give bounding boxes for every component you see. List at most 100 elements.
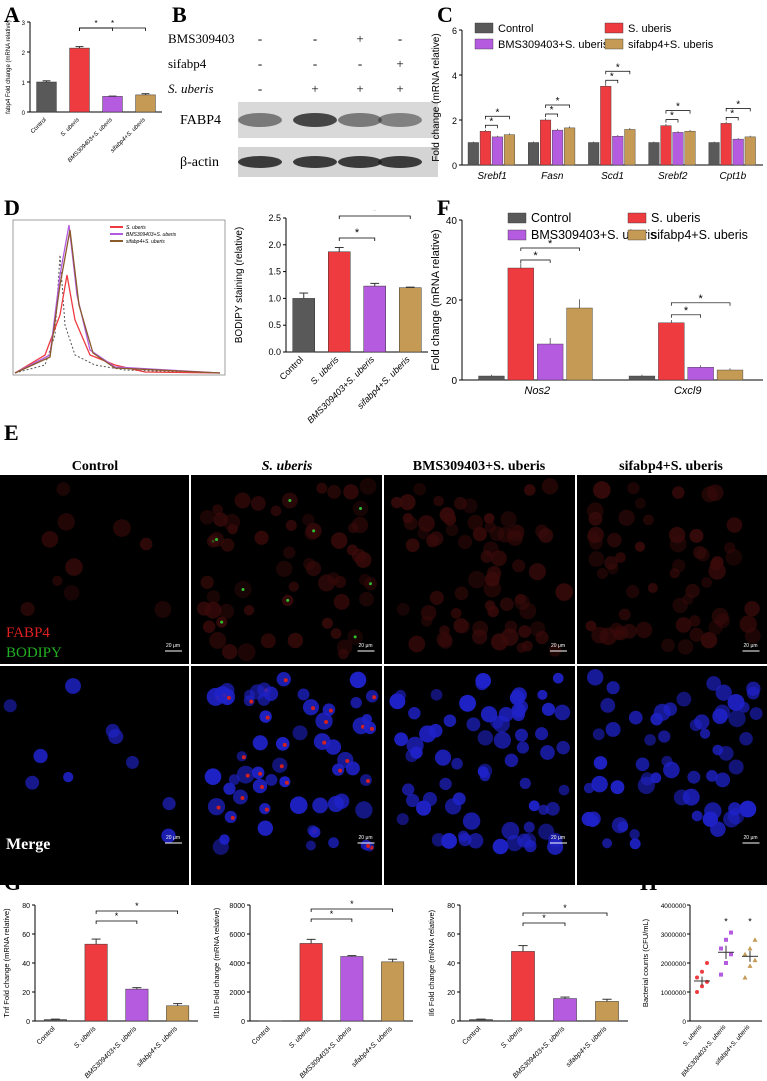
cell xyxy=(428,531,444,546)
cell-fabp4-signal xyxy=(241,755,246,760)
significance-star: * xyxy=(94,19,97,28)
cell-fabp4-signal xyxy=(369,726,374,731)
cell-fabp4-signal xyxy=(282,742,287,747)
significance-bracket xyxy=(310,908,394,912)
cell-bodipy-signal xyxy=(241,588,245,592)
cell xyxy=(360,774,372,786)
cell xyxy=(515,593,527,605)
cell xyxy=(408,706,421,720)
cell xyxy=(276,560,293,578)
significance-bracket xyxy=(725,108,751,112)
significance-star: * xyxy=(373,210,378,217)
cell xyxy=(691,810,703,822)
cell xyxy=(626,584,640,599)
cell xyxy=(275,737,290,751)
cell xyxy=(493,731,512,749)
y-tick-label: 2.0 xyxy=(268,240,281,250)
cell xyxy=(592,481,611,499)
cell xyxy=(467,570,486,589)
actin-band xyxy=(378,156,422,168)
cell xyxy=(218,603,235,619)
data-point xyxy=(719,972,723,977)
cell xyxy=(457,534,473,550)
cell xyxy=(419,725,437,743)
cell xyxy=(585,620,597,632)
cell xyxy=(663,761,680,779)
histogram-legend-label: sifabp4+S. uberis xyxy=(126,239,165,245)
cell xyxy=(492,838,509,855)
blot-sign: - xyxy=(258,31,262,46)
cell xyxy=(359,591,374,607)
x-tick-label: Control xyxy=(251,1025,272,1046)
legend-swatch xyxy=(474,38,494,50)
significance-bracket xyxy=(310,918,353,922)
significance-bracket xyxy=(725,117,739,121)
x-tick-label: Control xyxy=(30,117,48,135)
data-point xyxy=(729,930,733,935)
legend-swatch xyxy=(604,22,624,34)
cell xyxy=(365,690,379,703)
cell xyxy=(621,623,637,639)
cell xyxy=(711,607,729,625)
data-point xyxy=(719,946,723,951)
bar-3 xyxy=(398,287,422,353)
cell xyxy=(452,792,466,806)
cell xyxy=(223,782,236,795)
cell xyxy=(618,608,631,621)
cell xyxy=(221,643,238,660)
y-axis-label: Fold change (mRNA relative) xyxy=(431,33,442,161)
bar-2 xyxy=(363,285,387,353)
legend-label: sifabp4+S. uberis xyxy=(651,228,748,242)
legend-label: sifabp4+S. uberis xyxy=(628,39,714,51)
cell xyxy=(223,513,241,531)
legend-swatch xyxy=(627,212,647,224)
cell xyxy=(288,581,299,592)
cell-fabp4-signal xyxy=(372,695,377,700)
cell xyxy=(305,560,322,577)
cell xyxy=(715,684,732,701)
bar-Srebf1-1 xyxy=(479,131,491,166)
y-tick-label: 0 xyxy=(682,1019,686,1026)
cell xyxy=(650,772,662,784)
cell xyxy=(338,648,349,660)
micro-col-title-control: Control xyxy=(71,459,119,474)
y-tick-label: 8000 xyxy=(229,903,245,910)
cell xyxy=(252,735,268,751)
cell xyxy=(270,505,282,517)
bar-Cxcl9-1 xyxy=(658,322,685,381)
cell xyxy=(41,530,59,548)
cell xyxy=(472,620,489,637)
x-tick-label: BMS309403+S. uberis xyxy=(680,1023,728,1078)
cell xyxy=(498,706,514,722)
cell xyxy=(434,749,452,766)
cell xyxy=(237,643,256,662)
label-fabp4: FABP4 xyxy=(6,625,50,641)
cell xyxy=(669,568,680,579)
cell xyxy=(445,523,459,537)
blot-sign: - xyxy=(258,81,262,96)
bar-Nos2-3 xyxy=(566,307,593,381)
cell xyxy=(330,532,348,549)
y-tick-label: 2000000 xyxy=(661,961,687,968)
cell xyxy=(260,633,276,649)
cell xyxy=(558,784,570,796)
histogram-legend-label: S. uberis xyxy=(126,225,146,231)
cell xyxy=(207,797,226,816)
cell xyxy=(289,796,308,815)
cell-bodipy-signal xyxy=(312,529,316,533)
cell xyxy=(516,741,529,754)
cell xyxy=(701,576,713,588)
data-point xyxy=(705,979,709,984)
cell-fabp4-signal xyxy=(258,771,263,776)
bar-3 xyxy=(166,1005,190,1022)
cell-bodipy-signal xyxy=(353,635,357,639)
y-tick-label: 40 xyxy=(446,216,458,227)
y-tick-label: 6000 xyxy=(229,932,245,939)
bar-1 xyxy=(84,943,108,1022)
significance-bracket xyxy=(522,922,566,926)
y-tick-label: 60 xyxy=(22,932,30,939)
significance-star: * xyxy=(563,903,567,913)
cell xyxy=(519,777,531,789)
